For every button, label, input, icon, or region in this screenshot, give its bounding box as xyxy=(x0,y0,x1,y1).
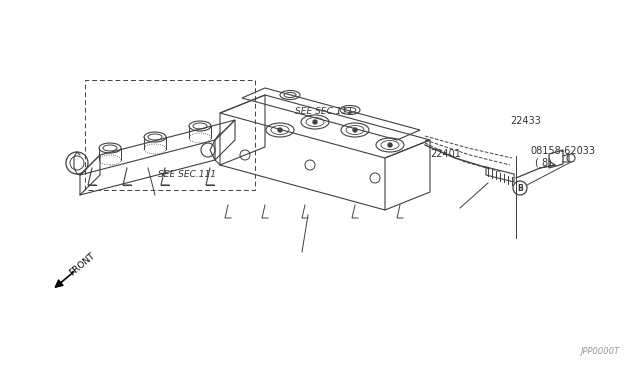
Text: 08158-62033: 08158-62033 xyxy=(530,146,595,156)
Text: B: B xyxy=(517,183,523,192)
Text: SEE SEC.111: SEE SEC.111 xyxy=(158,170,216,179)
Text: JPP0000T: JPP0000T xyxy=(580,347,619,356)
Circle shape xyxy=(313,120,317,124)
Text: 22433: 22433 xyxy=(510,116,541,126)
Text: FRONT: FRONT xyxy=(68,251,97,278)
Circle shape xyxy=(353,128,357,132)
Text: ( 8): ( 8) xyxy=(535,157,552,167)
Circle shape xyxy=(278,128,282,132)
Circle shape xyxy=(388,143,392,147)
Text: 22401: 22401 xyxy=(430,149,461,159)
Text: SEE SEC.111: SEE SEC.111 xyxy=(295,107,353,116)
